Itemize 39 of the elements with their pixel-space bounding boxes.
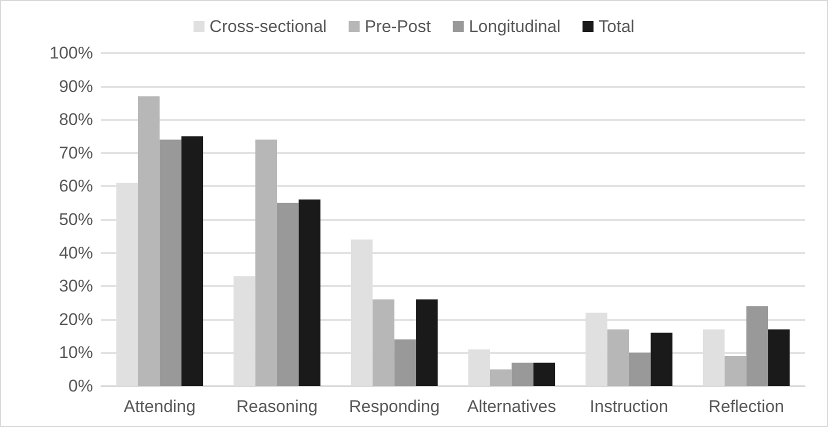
y-tick-label: 20% xyxy=(58,310,93,329)
bar xyxy=(255,140,277,386)
bar xyxy=(768,329,790,386)
bar xyxy=(298,200,320,386)
bar xyxy=(512,362,534,386)
y-tick-label: 60% xyxy=(58,176,93,196)
bar xyxy=(650,332,672,386)
bar xyxy=(490,369,512,386)
bar xyxy=(138,96,160,386)
y-tick-label: 0% xyxy=(68,376,93,396)
x-tick-label: Instruction xyxy=(590,397,668,416)
legend-label: Pre-Post xyxy=(364,17,432,36)
x-tick-label: Responding xyxy=(348,397,440,416)
bar xyxy=(746,306,768,386)
bar xyxy=(533,362,556,386)
bar xyxy=(372,299,394,386)
bar xyxy=(160,140,182,386)
y-tick-label: 50% xyxy=(58,210,93,229)
bar xyxy=(416,299,438,386)
y-tick-label: 70% xyxy=(58,143,93,162)
y-tick-label: 30% xyxy=(58,276,93,296)
x-tick-label: Attending xyxy=(124,397,196,416)
y-tick-label: 100% xyxy=(50,44,93,62)
y-tick-label: 40% xyxy=(58,243,93,262)
bar xyxy=(607,329,629,386)
bar xyxy=(277,202,299,386)
bar xyxy=(394,339,416,386)
x-tick-label: Reflection xyxy=(708,397,784,416)
y-tick-label: 10% xyxy=(58,343,93,362)
x-tick-label: Reasoning xyxy=(236,397,318,416)
legend-label: Total xyxy=(598,17,634,36)
bar xyxy=(629,352,651,386)
x-tick-label: Alternatives xyxy=(467,397,556,416)
legend-label: Longitudinal xyxy=(468,17,561,36)
y-tick-label: 90% xyxy=(58,76,93,96)
legend-label: Cross-sectional xyxy=(210,17,327,36)
y-tick-label: 80% xyxy=(58,110,93,130)
bar xyxy=(724,356,746,386)
bar xyxy=(181,136,204,386)
